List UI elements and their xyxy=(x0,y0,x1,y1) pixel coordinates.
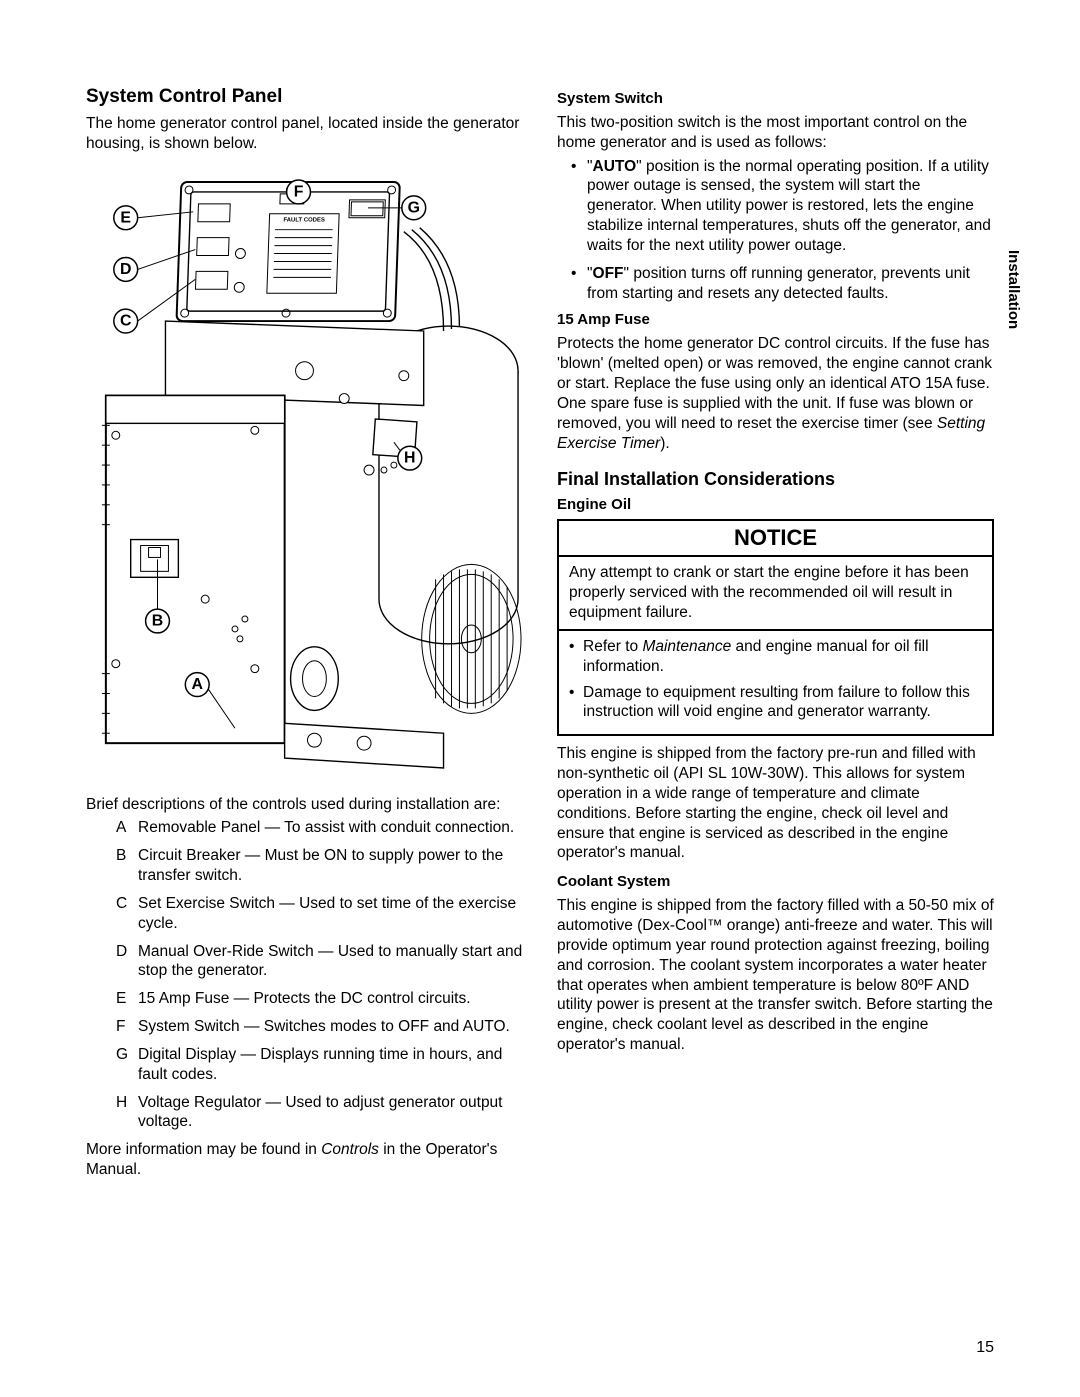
controls-list: ARemovable Panel — To assist with condui… xyxy=(86,818,523,1132)
svg-text:H: H xyxy=(404,449,415,466)
right-column: System Switch This two-position switch i… xyxy=(557,86,994,1190)
svg-text:F: F xyxy=(294,183,304,200)
control-item: FSystem Switch — Switches modes to OFF a… xyxy=(116,1017,523,1037)
switch-bullet: "AUTO" position is the normal operating … xyxy=(587,157,994,256)
scp-intro: The home generator control panel, locate… xyxy=(86,114,523,154)
controls-list-intro: Brief descriptions of the controls used … xyxy=(86,795,523,815)
fuse-body: Protects the home generator DC control c… xyxy=(557,334,994,453)
control-panel-diagram: FAULT CODES xyxy=(86,170,523,780)
more-info: More information may be found in Control… xyxy=(86,1140,523,1180)
side-tab-installation: Installation xyxy=(1005,250,1022,329)
callout-B: B xyxy=(146,609,170,633)
svg-text:C: C xyxy=(120,312,132,329)
final-install-title: Final Installation Considerations xyxy=(557,469,994,490)
system-switch-bullets: "AUTO" position is the normal operating … xyxy=(557,157,994,304)
page-content: System Control Panel The home generator … xyxy=(86,86,994,1190)
notice-bullet: Refer to Maintenance and engine manual f… xyxy=(583,637,982,677)
notice-body: Any attempt to crank or start the engine… xyxy=(559,557,992,630)
svg-text:E: E xyxy=(120,209,131,226)
svg-text:A: A xyxy=(192,676,204,693)
fuse-title: 15 Amp Fuse xyxy=(557,311,994,328)
coolant-body: This engine is shipped from the factory … xyxy=(557,896,994,1055)
control-item: HVoltage Regulator — Used to adjust gene… xyxy=(116,1093,523,1133)
notice-box: NOTICE Any attempt to crank or start the… xyxy=(557,519,994,736)
control-item: BCircuit Breaker — Must be ON to supply … xyxy=(116,846,523,886)
callout-F: F xyxy=(287,180,311,204)
callout-D: D xyxy=(114,257,138,281)
coolant-title: Coolant System xyxy=(557,873,994,890)
fault-codes-label: FAULT CODES xyxy=(283,217,325,223)
callout-H: H xyxy=(398,446,422,470)
callout-A: A xyxy=(185,672,209,696)
system-switch-intro: This two-position switch is the most imp… xyxy=(557,113,994,153)
callout-C: C xyxy=(114,309,138,333)
scp-title: System Control Panel xyxy=(86,86,523,108)
control-item: DManual Over-Ride Switch — Used to manua… xyxy=(116,942,523,982)
notice-bullets: Refer to Maintenance and engine manual f… xyxy=(559,631,992,734)
left-column: System Control Panel The home generator … xyxy=(86,86,523,1190)
control-item: E15 Amp Fuse — Protects the DC control c… xyxy=(116,989,523,1009)
callout-G: G xyxy=(402,196,426,220)
engine-oil-body: This engine is shipped from the factory … xyxy=(557,744,994,863)
callout-E: E xyxy=(114,206,138,230)
engine-oil-title: Engine Oil xyxy=(557,496,994,513)
system-switch-title: System Switch xyxy=(557,90,994,107)
svg-text:D: D xyxy=(120,261,131,278)
svg-text:B: B xyxy=(152,612,163,629)
control-item: CSet Exercise Switch — Used to set time … xyxy=(116,894,523,934)
switch-bullet: "OFF" position turns off running generat… xyxy=(587,264,994,304)
svg-text:G: G xyxy=(408,199,420,216)
notice-header: NOTICE xyxy=(559,521,992,557)
control-item: GDigital Display — Displays running time… xyxy=(116,1045,523,1085)
control-item: ARemovable Panel — To assist with condui… xyxy=(116,818,523,838)
notice-bullet: Damage to equipment resulting from failu… xyxy=(583,683,982,723)
page-number: 15 xyxy=(976,1339,994,1357)
